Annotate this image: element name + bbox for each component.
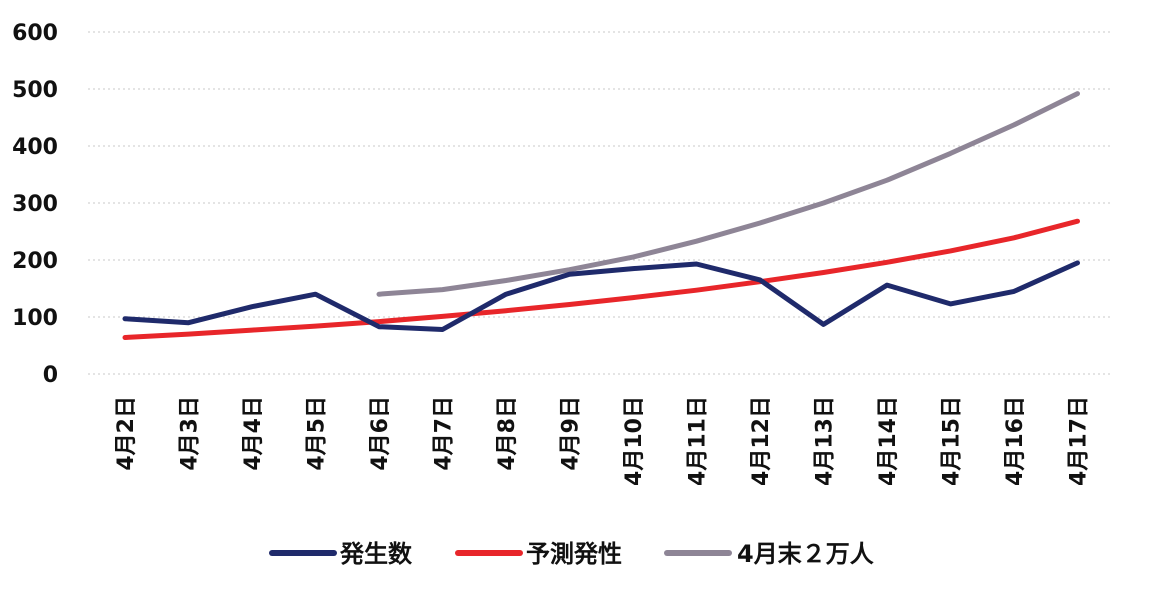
x-axis-ticks: 4月2日 4月3日 4月4日 4月5日 4月6日 4月7日 4月8日 4月9日 4月10日 4月1… (114, 396, 1092, 486)
legend-label: 予測発性 (526, 540, 622, 568)
y-tick-label: 400 (12, 135, 58, 160)
x-tick-label: 4月16日 (1003, 396, 1028, 486)
x-tick-label: 4月17日 (1067, 396, 1092, 486)
x-tick-label: 4月13日 (813, 396, 838, 486)
x-tick-label: 4月5日 (305, 396, 330, 471)
y-tick-label: 100 (12, 306, 58, 331)
legend-label: 4月末２万人 (737, 540, 874, 568)
y-tick-label: 300 (12, 192, 58, 217)
y-axis-ticks: 0 100 200 300 400 500 600 (12, 21, 58, 388)
x-tick-label: 4月2日 (114, 396, 139, 471)
x-tick-label: 4月14日 (876, 396, 901, 486)
series-line-1 (122, 218, 1080, 340)
x-tick-label: 4月8日 (495, 396, 520, 471)
x-tick-label: 4月6日 (368, 396, 393, 471)
gridlines (88, 31, 1110, 375)
x-tick-label: 4月12日 (749, 396, 774, 486)
x-tick-label: 4月3日 (178, 396, 203, 471)
y-tick-label: 200 (12, 249, 58, 274)
x-tick-label: 4月10日 (622, 396, 647, 486)
legend-label: 発生数 (339, 540, 413, 568)
series-lines (122, 91, 1080, 340)
x-tick-label: 4月15日 (940, 396, 965, 486)
y-tick-label: 600 (12, 21, 58, 46)
x-tick-label: 4月7日 (432, 396, 457, 471)
x-tick-label: 4月11日 (686, 396, 711, 486)
x-tick-label: 4月9日 (559, 396, 584, 471)
series-line-2 (376, 91, 1080, 297)
x-tick-label: 4月4日 (241, 396, 266, 471)
series-line-0 (122, 260, 1080, 332)
y-tick-label: 500 (12, 78, 58, 103)
y-tick-label: 0 (43, 363, 58, 388)
legend: 発生数 予測発性 4月末２万人 (269, 540, 874, 568)
